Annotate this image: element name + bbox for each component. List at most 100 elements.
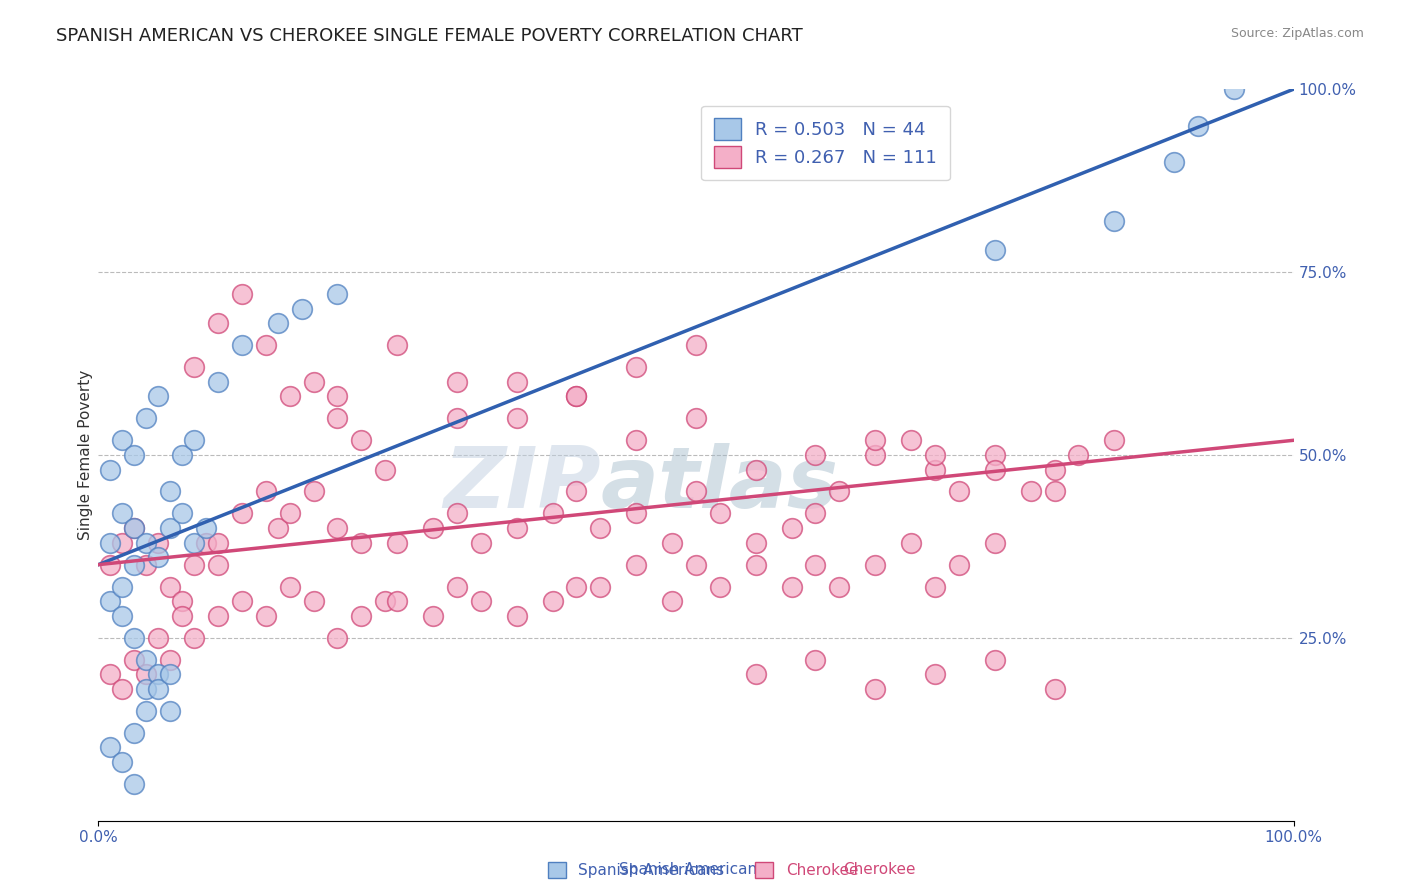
Point [865, 558, 887, 572]
Point [924, 580, 946, 594]
Point [124, 726, 146, 740]
Point [183, 434, 205, 448]
Point [172, 608, 194, 623]
Text: Source: ZipAtlas.com: Source: ZipAtlas.com [1230, 27, 1364, 40]
Point [135, 411, 157, 425]
Point [1104, 214, 1126, 228]
Point [506, 521, 529, 535]
Point [828, 484, 851, 499]
Point [924, 462, 946, 476]
Point [326, 521, 349, 535]
Point [231, 287, 253, 301]
Point [135, 681, 157, 696]
Point [1104, 434, 1126, 448]
Point [135, 667, 157, 681]
Point [541, 594, 564, 608]
Point [374, 462, 396, 476]
Legend: R = 0.503   N = 44, R = 0.267   N = 111: R = 0.503 N = 44, R = 0.267 N = 111 [702, 105, 950, 180]
Point [506, 608, 529, 623]
Point [780, 580, 803, 594]
Point [745, 462, 768, 476]
Text: atlas: atlas [600, 442, 838, 525]
Point [98, 535, 122, 549]
Text: Cherokee: Cherokee [844, 863, 917, 877]
Point [984, 243, 1007, 257]
Point [626, 360, 648, 375]
Point [124, 521, 146, 535]
Point [685, 558, 707, 572]
Point [350, 608, 373, 623]
Point [207, 558, 229, 572]
Point [948, 558, 970, 572]
Point [626, 558, 648, 572]
Point [148, 389, 170, 403]
Point [422, 521, 444, 535]
Point [111, 434, 134, 448]
Text: Spanish Americans: Spanish Americans [619, 863, 765, 877]
Point [984, 653, 1007, 667]
Point [124, 631, 146, 645]
Point [148, 550, 170, 565]
Point [385, 594, 409, 608]
Point [446, 507, 468, 521]
Point [159, 580, 181, 594]
Point [207, 608, 229, 623]
Point [98, 740, 122, 755]
Point [124, 653, 146, 667]
Point [1043, 484, 1066, 499]
Point [135, 653, 157, 667]
Point [207, 535, 229, 549]
Point [326, 411, 349, 425]
Point [159, 484, 181, 499]
Point [900, 434, 922, 448]
Point [1043, 681, 1066, 696]
Point [159, 653, 181, 667]
Point [924, 448, 946, 462]
Point [506, 411, 529, 425]
Point [1163, 155, 1185, 169]
Point [385, 338, 409, 352]
Point [1067, 448, 1090, 462]
Point [685, 484, 707, 499]
Point [254, 484, 277, 499]
Point [804, 448, 827, 462]
Point [446, 411, 468, 425]
Point [231, 338, 253, 352]
Point [804, 558, 827, 572]
Point [195, 535, 218, 549]
Point [231, 594, 253, 608]
Point [135, 704, 157, 718]
Point [865, 681, 887, 696]
Point [780, 521, 803, 535]
Point [565, 580, 588, 594]
Y-axis label: Single Female Poverty: Single Female Poverty [77, 370, 93, 540]
Point [111, 535, 134, 549]
Point [159, 667, 181, 681]
Point [98, 558, 122, 572]
Point [470, 535, 492, 549]
Point [172, 594, 194, 608]
Point [828, 580, 851, 594]
Point [745, 535, 768, 549]
Point [254, 338, 277, 352]
Point [124, 558, 146, 572]
Point [124, 448, 146, 462]
Point [470, 594, 492, 608]
Point [565, 389, 588, 403]
Point [111, 681, 134, 696]
Point [267, 521, 290, 535]
Point [865, 448, 887, 462]
Point [865, 434, 887, 448]
Point [195, 521, 218, 535]
Point [326, 389, 349, 403]
Point [207, 316, 229, 330]
Point [1043, 462, 1066, 476]
Point [565, 484, 588, 499]
Point [278, 389, 301, 403]
Point [207, 375, 229, 389]
Point [183, 558, 205, 572]
Point [900, 535, 922, 549]
Point [541, 507, 564, 521]
Point [172, 507, 194, 521]
Point [984, 448, 1007, 462]
